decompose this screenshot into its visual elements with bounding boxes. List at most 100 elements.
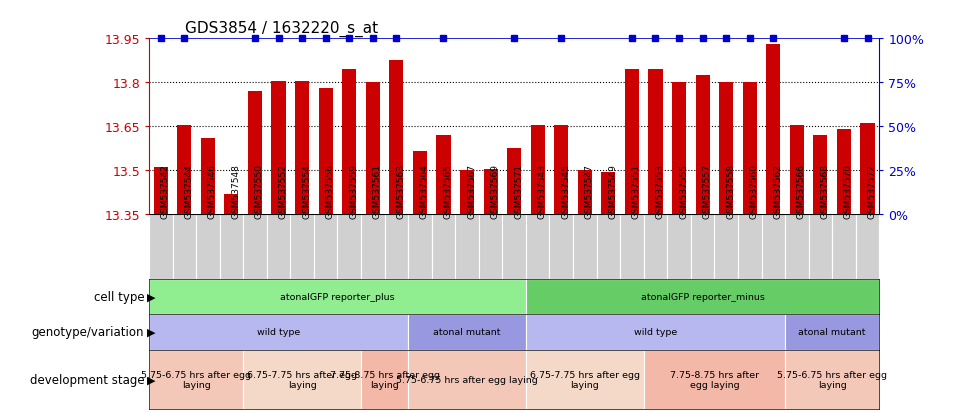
- Bar: [196, 215, 220, 280]
- Text: 6.75-7.75 hrs after egg
laying: 6.75-7.75 hrs after egg laying: [530, 370, 640, 389]
- Bar: [220, 215, 243, 280]
- Bar: [554, 126, 568, 215]
- Bar: [785, 315, 879, 350]
- Bar: [460, 171, 474, 215]
- Bar: [243, 215, 267, 280]
- Bar: [173, 215, 196, 280]
- Bar: [314, 215, 337, 280]
- Text: atonalGFP reporter_minus: atonalGFP reporter_minus: [641, 292, 765, 301]
- Bar: [813, 136, 827, 215]
- Text: GSM537560: GSM537560: [750, 163, 759, 218]
- Bar: [578, 171, 592, 215]
- Text: atonal mutant: atonal mutant: [799, 328, 866, 337]
- Text: atonal mutant: atonal mutant: [433, 328, 501, 337]
- Bar: [149, 350, 243, 409]
- Text: development stage: development stage: [30, 373, 144, 386]
- Text: GSM537565: GSM537565: [443, 163, 453, 218]
- Bar: [620, 215, 644, 280]
- Text: 6.75-7.75 hrs after egg
laying: 6.75-7.75 hrs after egg laying: [247, 370, 357, 389]
- Bar: [267, 215, 290, 280]
- Text: GSM537544: GSM537544: [185, 164, 193, 218]
- Text: GSM537553: GSM537553: [655, 163, 664, 218]
- Text: GSM537552: GSM537552: [279, 163, 287, 218]
- Text: GSM537545: GSM537545: [561, 163, 570, 218]
- Bar: [860, 124, 875, 215]
- Text: ▶: ▶: [147, 292, 156, 302]
- Bar: [761, 215, 785, 280]
- Text: 7.75-8.75 hrs after egg
laying: 7.75-8.75 hrs after egg laying: [330, 370, 439, 389]
- Text: wild type: wild type: [634, 328, 678, 337]
- Text: GSM537555: GSM537555: [679, 163, 688, 218]
- Text: GSM537569: GSM537569: [490, 163, 500, 218]
- Bar: [573, 215, 597, 280]
- Text: 5.75-6.75 hrs after egg
laying: 5.75-6.75 hrs after egg laying: [141, 370, 251, 389]
- Bar: [290, 215, 314, 280]
- Text: GSM537546: GSM537546: [208, 163, 217, 218]
- Text: GSM537548: GSM537548: [232, 163, 240, 218]
- Bar: [243, 350, 361, 409]
- Bar: [224, 195, 238, 215]
- Bar: [526, 315, 785, 350]
- Bar: [602, 172, 615, 215]
- Text: GSM537556: GSM537556: [326, 163, 334, 218]
- Text: 5.75-6.75 hrs after egg laying: 5.75-6.75 hrs after egg laying: [396, 375, 538, 384]
- Bar: [738, 215, 761, 280]
- Bar: [149, 315, 408, 350]
- Bar: [691, 215, 714, 280]
- Text: 7.75-8.75 hrs after
egg laying: 7.75-8.75 hrs after egg laying: [670, 370, 759, 389]
- Bar: [667, 215, 691, 280]
- Bar: [201, 139, 215, 215]
- Text: GSM537559: GSM537559: [349, 163, 358, 218]
- Bar: [526, 280, 879, 315]
- Bar: [526, 350, 644, 409]
- Bar: [384, 215, 408, 280]
- Bar: [855, 215, 879, 280]
- Bar: [696, 76, 709, 215]
- Bar: [431, 215, 456, 280]
- Bar: [389, 61, 404, 215]
- Bar: [530, 126, 545, 215]
- Bar: [625, 70, 639, 215]
- Bar: [837, 130, 851, 215]
- Bar: [649, 70, 662, 215]
- Text: GSM537547: GSM537547: [585, 163, 594, 218]
- Bar: [319, 89, 333, 215]
- Bar: [149, 280, 526, 315]
- Bar: [342, 70, 357, 215]
- Text: GSM537566: GSM537566: [797, 163, 806, 218]
- Text: GSM537570: GSM537570: [844, 163, 853, 218]
- Bar: [295, 82, 309, 215]
- Bar: [785, 215, 808, 280]
- Bar: [337, 215, 361, 280]
- Bar: [644, 215, 667, 280]
- Bar: [597, 215, 620, 280]
- Bar: [550, 215, 573, 280]
- Text: GSM537568: GSM537568: [821, 163, 829, 218]
- Text: GSM537571: GSM537571: [514, 163, 523, 218]
- Text: GSM537551: GSM537551: [632, 163, 641, 218]
- Bar: [408, 215, 431, 280]
- Text: GSM537558: GSM537558: [727, 163, 735, 218]
- Text: GSM537549: GSM537549: [608, 163, 617, 218]
- Bar: [361, 215, 384, 280]
- Bar: [177, 126, 191, 215]
- Bar: [808, 215, 832, 280]
- Text: ▶: ▶: [147, 374, 156, 384]
- Bar: [408, 350, 526, 409]
- Bar: [456, 215, 479, 280]
- Text: GSM537543: GSM537543: [538, 163, 547, 218]
- Bar: [408, 315, 526, 350]
- Bar: [766, 45, 780, 215]
- Text: cell type: cell type: [93, 291, 144, 304]
- Bar: [248, 92, 262, 215]
- Bar: [719, 83, 733, 215]
- Bar: [714, 215, 738, 280]
- Text: GSM537564: GSM537564: [420, 163, 429, 218]
- Bar: [413, 152, 427, 215]
- Text: atonalGFP reporter_plus: atonalGFP reporter_plus: [280, 292, 395, 301]
- Text: GSM537554: GSM537554: [302, 163, 311, 218]
- Text: wild type: wild type: [257, 328, 300, 337]
- Bar: [479, 215, 503, 280]
- Bar: [507, 149, 521, 215]
- Bar: [436, 136, 451, 215]
